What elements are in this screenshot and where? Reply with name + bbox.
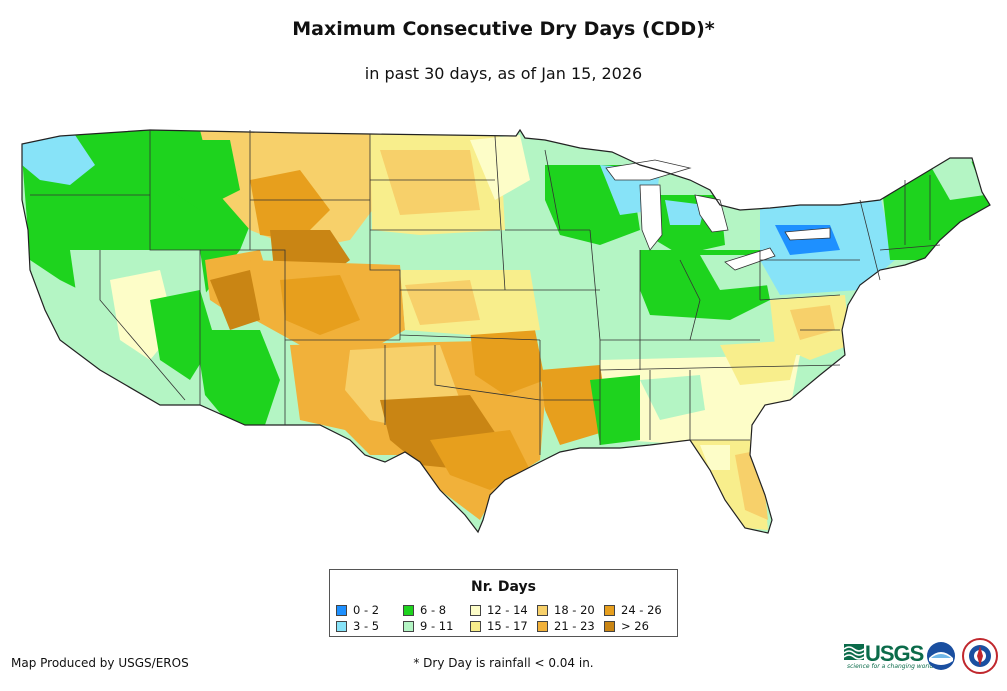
noaa-logo-icon [927, 642, 955, 670]
legend-item: 24 - 26 [604, 603, 662, 617]
legend: Nr. Days 0 - 2 3 - 5 6 - 8 9 - 11 12 - 14 15 … [329, 569, 678, 637]
legend-label: 24 - 26 [621, 603, 662, 617]
legend-swatch [537, 620, 548, 632]
legend-item: 21 - 23 [537, 619, 595, 633]
legend-swatch [336, 620, 347, 632]
legend-label: 15 - 17 [487, 619, 528, 633]
legend-item: 18 - 20 [537, 603, 595, 617]
legend-label: 12 - 14 [487, 603, 528, 617]
legend-swatch [336, 604, 347, 616]
legend-item: 0 - 2 [336, 603, 379, 617]
usgs-logo: USGS science for a changing world [843, 641, 933, 671]
usgs-tagline: science for a changing world [847, 663, 934, 670]
legend-swatch [537, 604, 548, 616]
map-title: Maximum Consecutive Dry Days (CDD)* [292, 18, 715, 40]
legend-swatch [604, 620, 615, 632]
credit-text: Map Produced by USGS/EROS [11, 656, 189, 670]
nws-logo-icon [962, 638, 998, 674]
usgs-wave-icon [843, 644, 865, 660]
legend-label: 0 - 2 [353, 603, 380, 617]
legend-swatch [470, 604, 481, 616]
legend-label: 3 - 5 [353, 619, 380, 633]
legend-title: Nr. Days [471, 579, 536, 595]
map-subtitle: in past 30 days, as of Jan 15, 2026 [364, 64, 643, 83]
legend-swatch [470, 620, 481, 632]
legend-item: 15 - 17 [470, 619, 528, 633]
legend-item: > 26 [604, 619, 649, 633]
legend-swatch [604, 604, 615, 616]
legend-label: 9 - 11 [420, 619, 454, 633]
legend-item: 12 - 14 [470, 603, 528, 617]
legend-label: > 26 [621, 619, 649, 633]
legend-item: 3 - 5 [336, 619, 379, 633]
legend-swatch [403, 604, 414, 616]
legend-label: 18 - 20 [554, 603, 595, 617]
legend-label: 21 - 23 [554, 619, 595, 633]
legend-item: 6 - 8 [403, 603, 446, 617]
legend-item: 9 - 11 [403, 619, 453, 633]
legend-swatch [403, 620, 414, 632]
usgs-wordmark: USGS [865, 641, 924, 666]
legend-label: 6 - 8 [420, 603, 447, 617]
footnote-text: * Dry Day is rainfall < 0.04 in. [413, 656, 594, 670]
cdd-map [21, 129, 991, 534]
